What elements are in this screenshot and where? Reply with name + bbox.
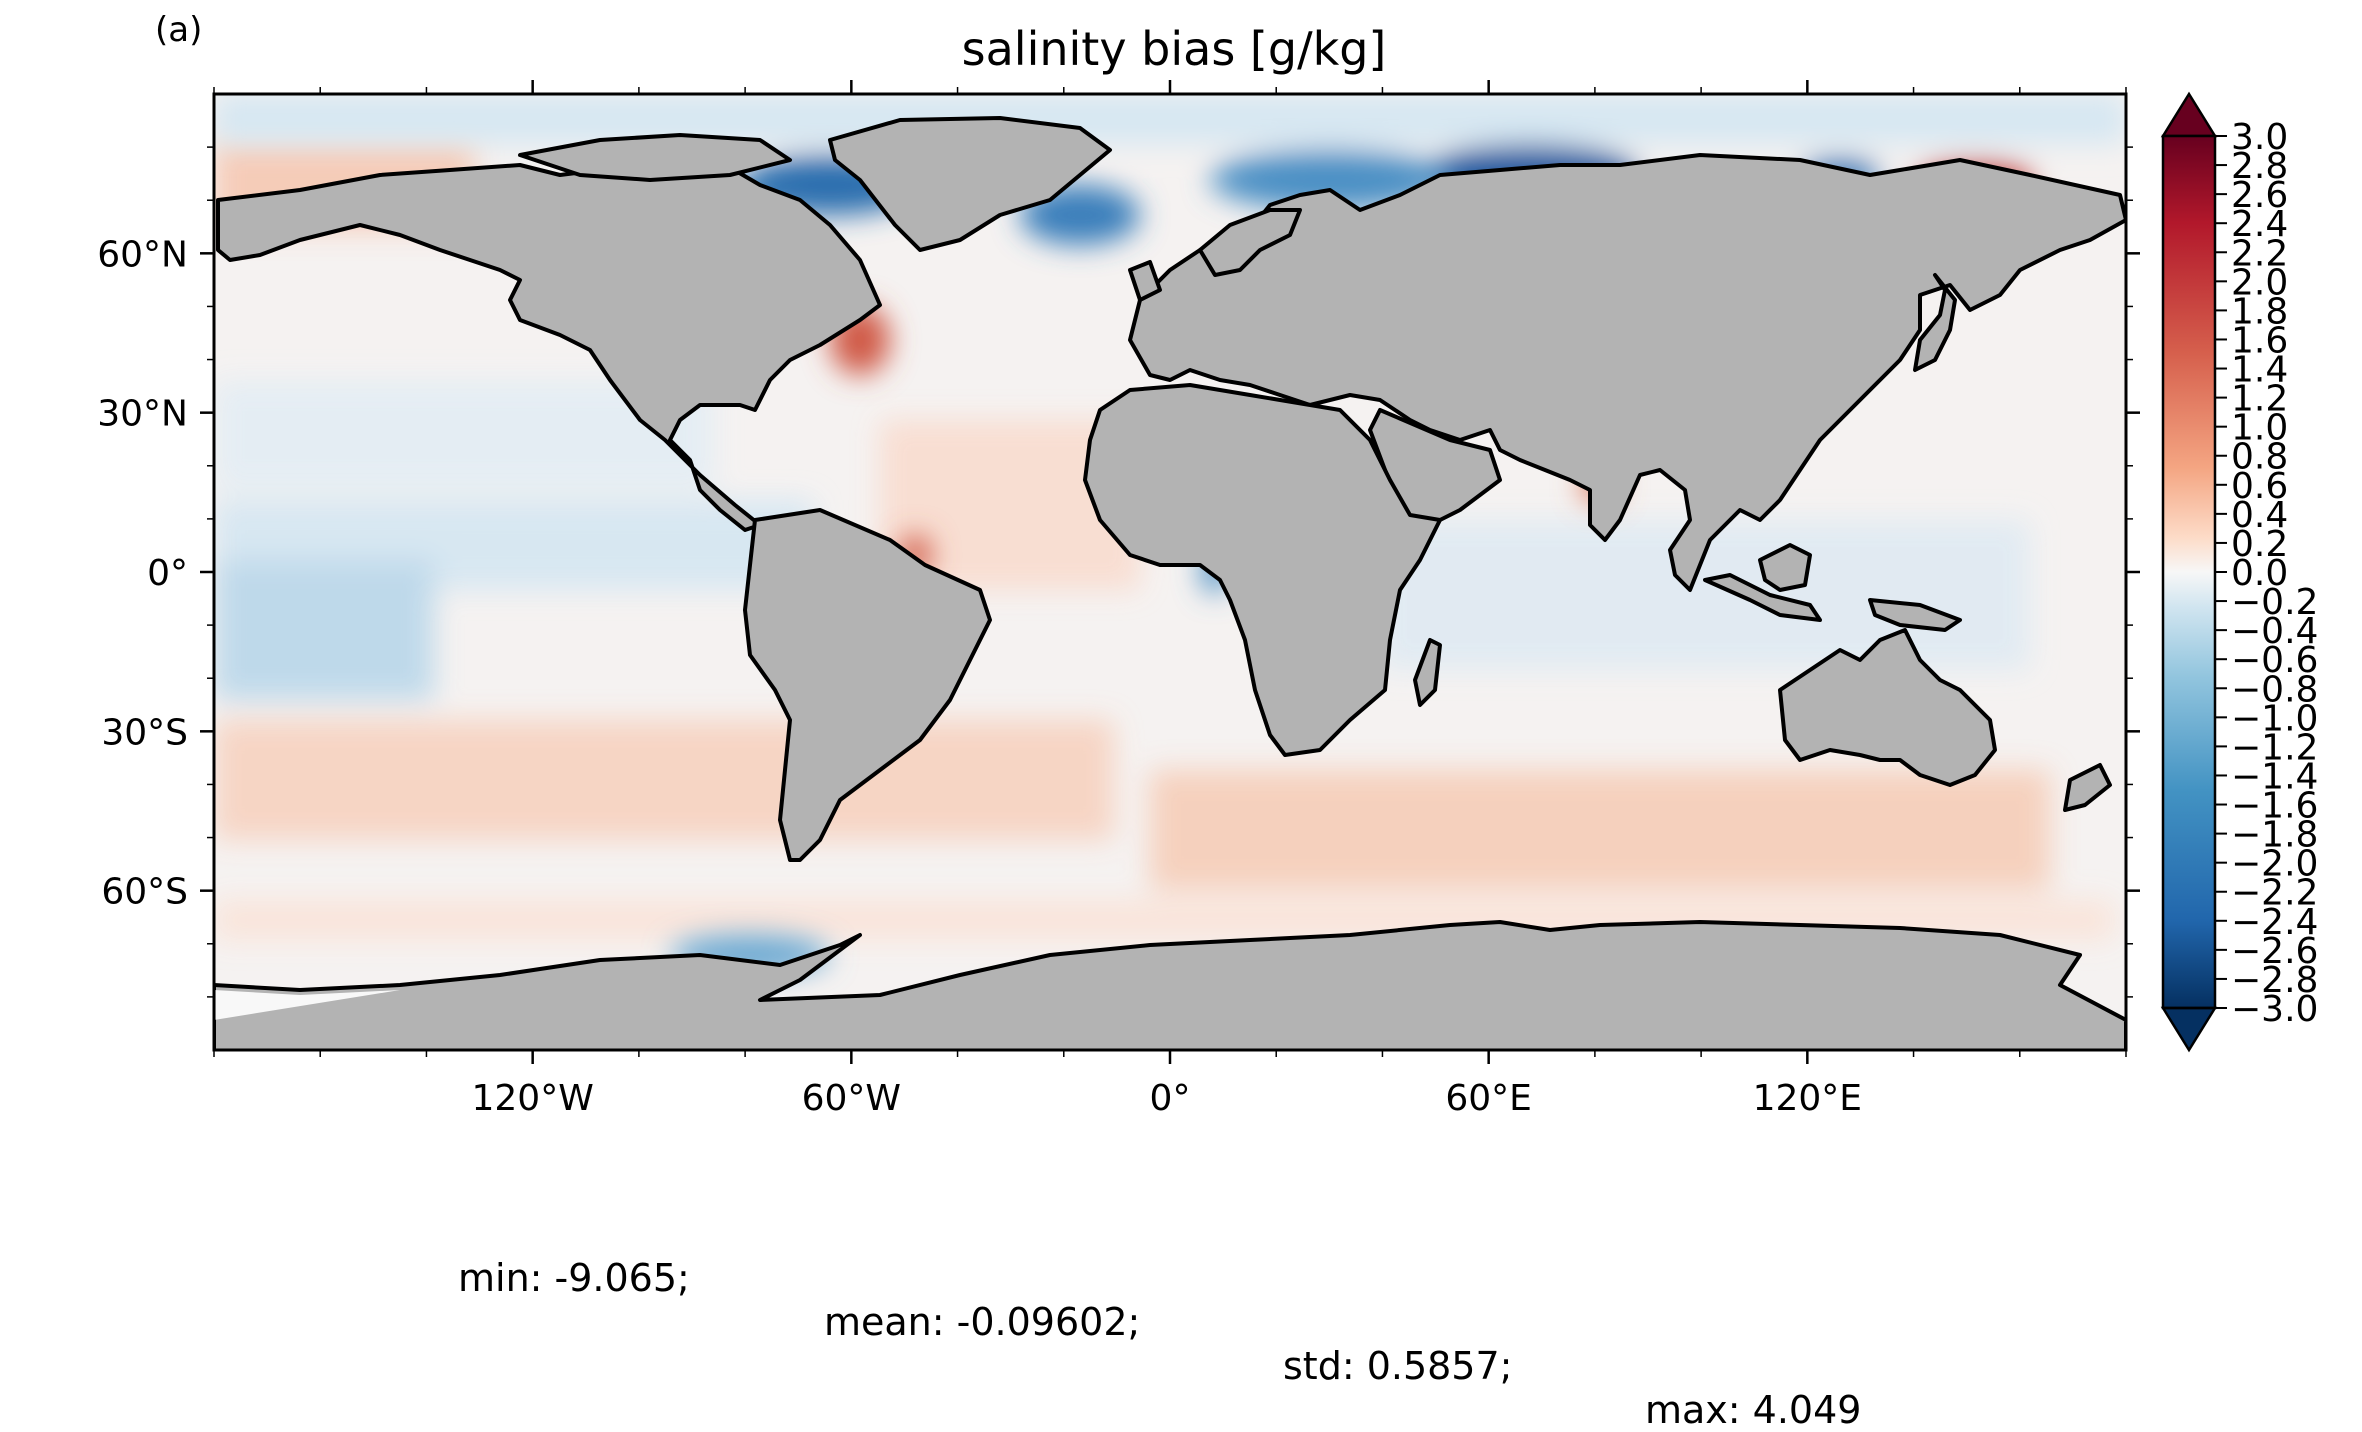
colorbar-ticks: 3.02.82.62.42.22.01.81.61.41.21.00.80.60… xyxy=(2215,117,2318,1030)
colorbar-tick-label: −3.0 xyxy=(2231,989,2318,1030)
antarctica xyxy=(214,920,2126,1050)
eurasia xyxy=(1128,153,2126,592)
lon-tick-label: 60°E xyxy=(1445,1078,1532,1119)
lat-tick-label: 30°S xyxy=(101,712,188,753)
lat-tick-label: 30°N xyxy=(97,394,188,435)
colorbar-tick-label: −0.8 xyxy=(2231,669,2318,710)
land-masses xyxy=(214,116,2126,1050)
map-title-text: salinity bias [g/kg] xyxy=(961,22,1387,76)
lat-tick-label: 60°N xyxy=(97,234,188,275)
greenland xyxy=(828,116,1112,252)
colorbar-tick-label: 0.0 xyxy=(2231,553,2288,594)
colorbar-tick-label: 1.8 xyxy=(2231,291,2288,332)
colorbar-tick-label: −2.6 xyxy=(2231,931,2318,972)
colorbar-tick-label: −1.4 xyxy=(2231,756,2318,797)
colorbar-tick-label: 2.0 xyxy=(2231,262,2288,303)
colorbar-tick-label: 0.6 xyxy=(2231,466,2288,507)
madagascar xyxy=(1413,638,1442,707)
colorbar-tick-label: 1.6 xyxy=(2231,320,2288,361)
colorbar-tick-label: 0.4 xyxy=(2231,495,2288,536)
colorbar-extend-max xyxy=(2160,91,2218,138)
longitude-axis: 120°W 60°W 0° 60°E 120°E xyxy=(213,80,2127,1119)
lon-tick-label: 120°E xyxy=(1753,1078,1862,1119)
colorbar-tick-label: 1.4 xyxy=(2231,350,2288,391)
new-zealand xyxy=(2063,763,2112,812)
colorbar-tick-label: −2.2 xyxy=(2231,873,2318,914)
colorbar-tick-label: 1.2 xyxy=(2231,379,2288,420)
colorbar-tick-label: 2.6 xyxy=(2231,175,2288,216)
colorbar-tick-label: 2.4 xyxy=(2231,204,2288,245)
colorbar-tick-label: −1.2 xyxy=(2231,727,2318,768)
borneo xyxy=(1758,543,1812,592)
colorbar-tick-label: −1.6 xyxy=(2231,786,2318,827)
colorbar-tick-label: −0.6 xyxy=(2231,640,2318,681)
scandinavia xyxy=(1198,208,1302,277)
colorbar-tick-label: −0.4 xyxy=(2231,611,2318,652)
stat-max: max: 4.049 xyxy=(1645,1388,1862,1432)
stat-mean: mean: -0.09602; xyxy=(824,1300,1141,1344)
colorbar-tick-label: −2.0 xyxy=(2231,844,2318,885)
colorbar-tick-label: 2.8 xyxy=(2231,146,2288,187)
australia xyxy=(1778,628,1997,787)
arctic-islands xyxy=(518,133,792,182)
southeast-asia-islands xyxy=(1703,573,1822,622)
panel-label: (a) xyxy=(155,10,203,50)
colorbar-gradient xyxy=(2163,136,2215,1008)
colorbar-tick-label: −1.8 xyxy=(2231,815,2318,856)
british-isles xyxy=(1128,260,1162,302)
lon-tick-label: 120°W xyxy=(472,1078,594,1119)
colorbar-tick-label: 1.0 xyxy=(2231,408,2288,449)
colorbar-tick-label: −2.8 xyxy=(2231,960,2318,1001)
sea-ice-strip xyxy=(214,990,400,1020)
salinity-bias-map: 60°N30°N0°30°S60°S 120°W 60°W 0° 60°E 120°E … xyxy=(97,80,2318,1119)
lat-tick-label: 60°S xyxy=(101,872,188,913)
lon-tick-label: 0° xyxy=(1150,1078,1191,1119)
colorbar: 3.02.82.62.42.22.01.81.61.41.21.00.80.60… xyxy=(2160,91,2318,1053)
lat-tick-label: 0° xyxy=(147,553,188,594)
colorbar-tick-label: 0.2 xyxy=(2231,524,2288,565)
south-america xyxy=(743,508,992,862)
africa xyxy=(1083,383,1442,757)
japan xyxy=(1913,273,1957,372)
colorbar-tick-label: −0.2 xyxy=(2231,582,2318,623)
stat-std: std: 0.5857; xyxy=(1283,1344,1513,1388)
latitude-axis: 60°N 30°N 0° 30°S 60°S xyxy=(97,146,2140,998)
colorbar-tick-label: 0.8 xyxy=(2231,437,2288,478)
colorbar-tick-label: −1.0 xyxy=(2231,698,2318,739)
colorbar-tick-label: 2.2 xyxy=(2231,233,2288,274)
lon-tick-label: 60°W xyxy=(802,1078,901,1119)
colorbar-tick-label: −2.4 xyxy=(2231,902,2318,943)
colorbar-extend-min xyxy=(2160,1006,2218,1053)
statistics-line: min: -9.065; mean: -0.09602; std: 0.5857… xyxy=(0,1212,2362,1432)
map-title: salinity bias [g/kg] xyxy=(0,22,2362,76)
new-guinea xyxy=(1868,598,1962,632)
colorbar-tick-label: 3.0 xyxy=(2231,117,2288,158)
